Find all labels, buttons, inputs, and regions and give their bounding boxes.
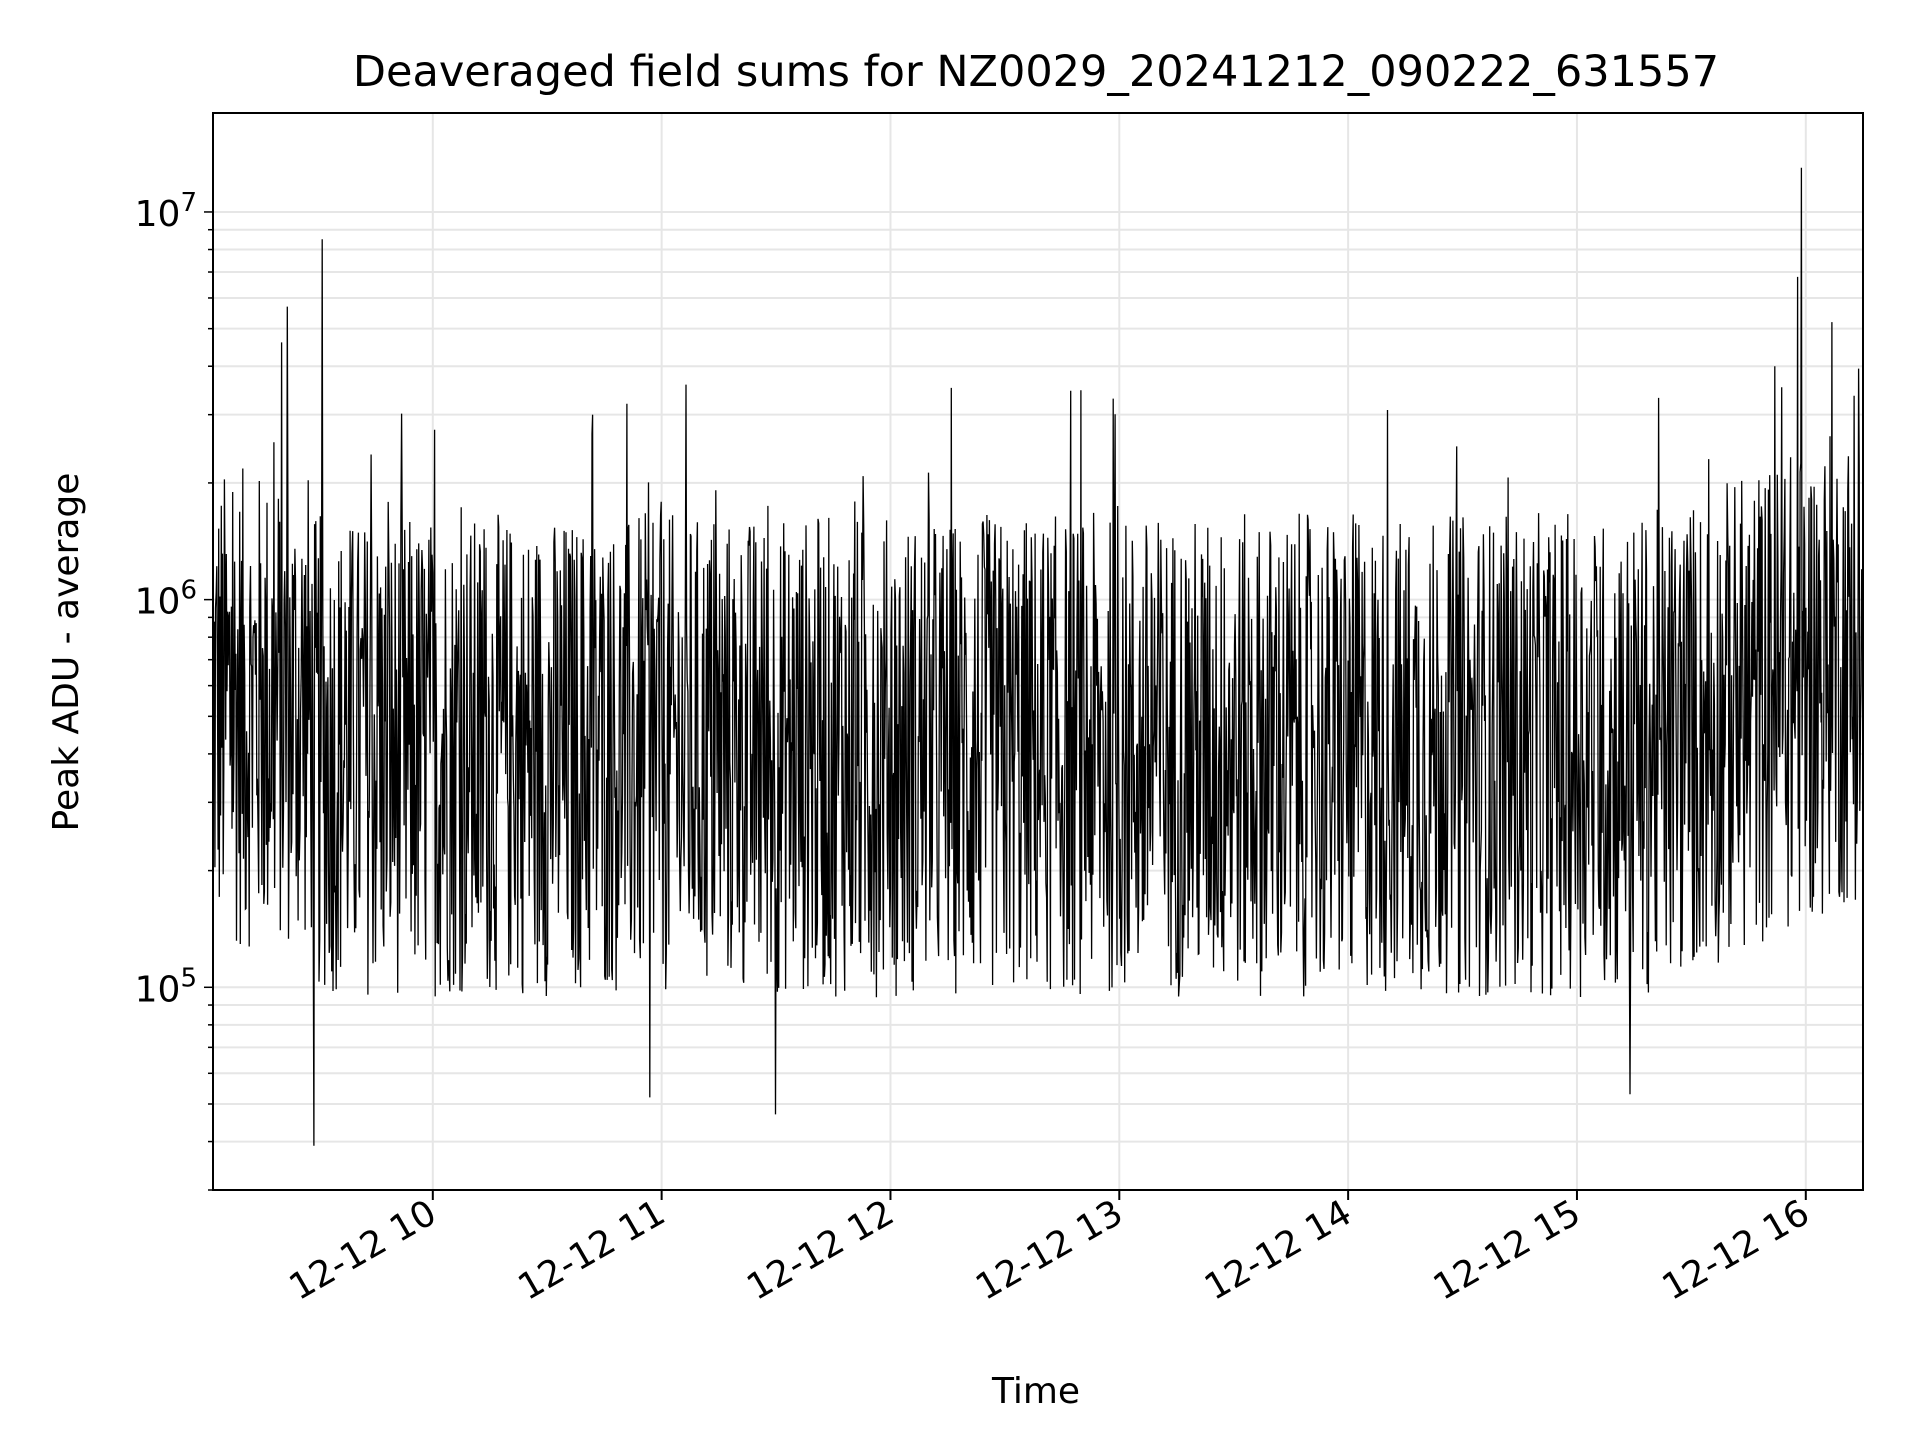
plot-frame <box>212 112 1864 1191</box>
x-tick-label: 12-12 12 <box>740 1192 901 1308</box>
y-tick-label: 105 <box>135 963 197 1010</box>
data-line <box>212 167 1864 1146</box>
x-axis-label: Time <box>991 1371 1080 1412</box>
chart-title: Deaveraged field sums for NZ0029_2024121… <box>353 47 1719 97</box>
x-tick-label: 12-12 11 <box>511 1192 672 1308</box>
x-tick-label: 12-12 15 <box>1427 1192 1588 1308</box>
x-tick-label: 12-12 14 <box>1198 1192 1359 1308</box>
y-axis-label: Peak ADU - average <box>46 473 87 832</box>
y-tick-label: 106 <box>135 576 197 623</box>
y-axis-ticks: 105 106 107 <box>135 188 213 1191</box>
x-axis-ticks: 12-12 10 12-12 11 12-12 12 12-12 13 12-12 14… <box>283 1190 1817 1309</box>
x-tick-label: 12-12 16 <box>1656 1192 1817 1308</box>
x-tick-label: 12-12 10 <box>283 1192 444 1308</box>
x-tick-label: 12-12 13 <box>969 1192 1130 1308</box>
series-line <box>212 167 1864 1146</box>
y-tick-label: 107 <box>135 188 197 235</box>
